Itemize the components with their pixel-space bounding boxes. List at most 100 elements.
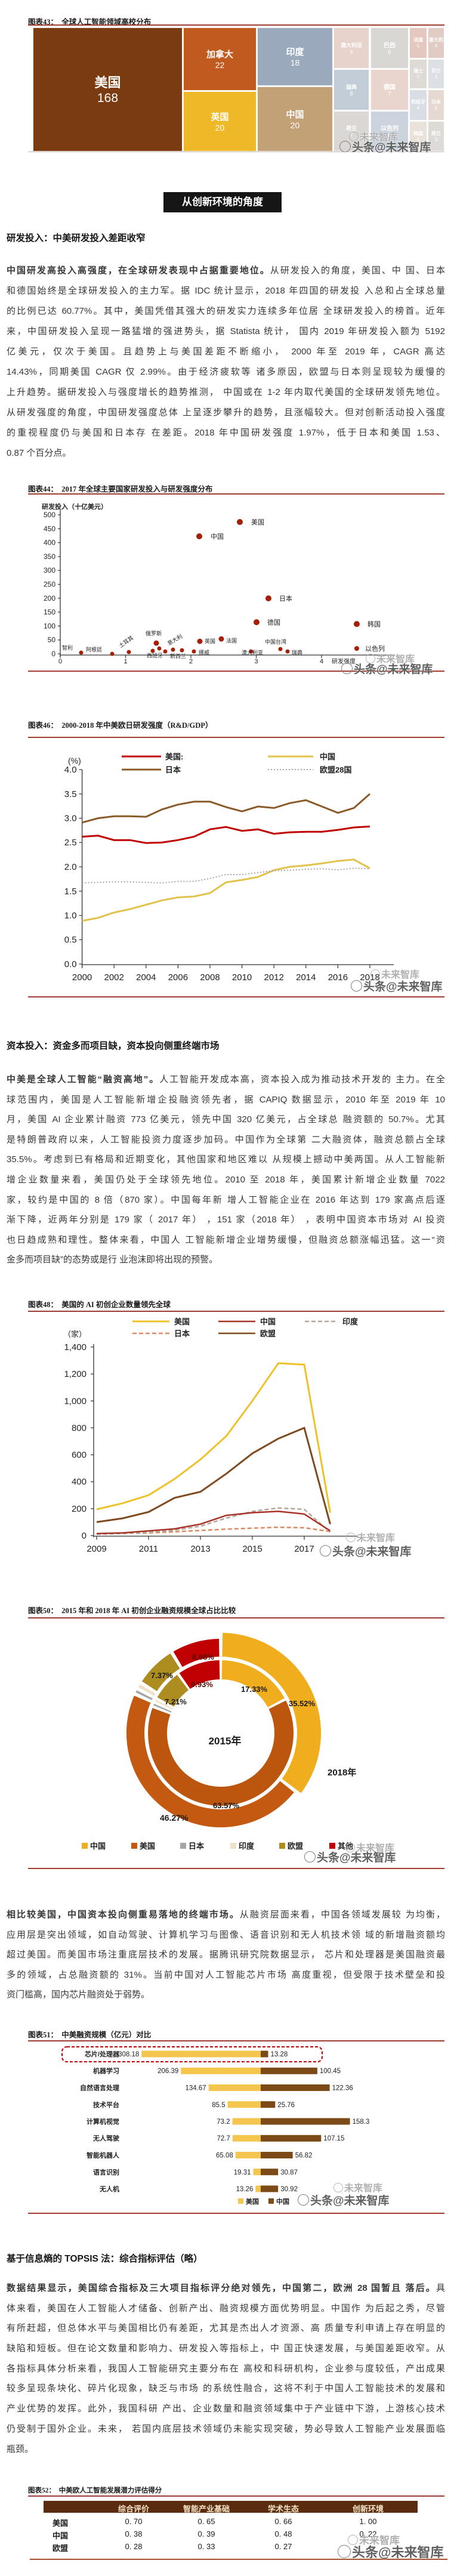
svg-text:法国: 法国 bbox=[226, 637, 237, 644]
svg-text:新西兰: 新西兰 bbox=[170, 653, 186, 659]
svg-text:56.82: 56.82 bbox=[295, 2152, 313, 2160]
svg-text:2017: 2017 bbox=[294, 1544, 314, 1554]
svg-text:1,000: 1,000 bbox=[64, 1396, 87, 1406]
svg-text:13.28: 13.28 bbox=[271, 2051, 288, 2058]
svg-text:中国: 中国 bbox=[260, 1317, 276, 1326]
svg-text:芯片/处理器: 芯片/处理器 bbox=[85, 2050, 120, 2058]
svg-text:技术平台: 技术平台 bbox=[93, 2101, 119, 2109]
svg-text:4: 4 bbox=[320, 658, 323, 665]
svg-text:158.3: 158.3 bbox=[353, 2118, 370, 2126]
svg-text:63.57%: 63.57% bbox=[213, 1801, 240, 1810]
svg-text:250: 250 bbox=[44, 580, 55, 589]
svg-text:智能机器人: 智能机器人 bbox=[87, 2151, 120, 2160]
svg-text:日本: 日本 bbox=[279, 594, 292, 603]
svg-text:50: 50 bbox=[48, 636, 56, 644]
svg-text:400: 400 bbox=[72, 1477, 87, 1487]
svg-text:2016: 2016 bbox=[328, 972, 348, 983]
svg-text:350: 350 bbox=[44, 552, 55, 561]
svg-text:400: 400 bbox=[44, 539, 55, 547]
svg-text:134.67: 134.67 bbox=[186, 2085, 206, 2092]
svg-text:35.52%: 35.52% bbox=[289, 1699, 316, 1708]
svg-text:308.18: 308.18 bbox=[118, 2051, 139, 2058]
svg-text:100.45: 100.45 bbox=[320, 2068, 341, 2075]
svg-text:2006: 2006 bbox=[168, 972, 188, 983]
svg-text:2.0: 2.0 bbox=[64, 862, 77, 872]
svg-text:150: 150 bbox=[44, 608, 55, 616]
svg-text:欧盟28国: 欧盟28国 bbox=[320, 765, 351, 774]
svg-text:65.08: 65.08 bbox=[216, 2152, 233, 2160]
svg-text:(%): (%) bbox=[68, 756, 81, 765]
svg-text:200: 200 bbox=[72, 1504, 87, 1514]
svg-text:100: 100 bbox=[44, 622, 55, 630]
svg-text:智利: 智利 bbox=[62, 644, 73, 651]
svg-text:17.33%: 17.33% bbox=[241, 1685, 268, 1694]
svg-text:2.5: 2.5 bbox=[64, 838, 77, 848]
svg-text:美国: 美国 bbox=[174, 1317, 190, 1326]
svg-text:印度: 印度 bbox=[342, 1317, 359, 1326]
svg-text:19.31: 19.31 bbox=[234, 2169, 251, 2176]
svg-text:206.39: 206.39 bbox=[157, 2068, 178, 2075]
svg-text:中国台湾: 中国台湾 bbox=[265, 638, 286, 645]
svg-text:4.0: 4.0 bbox=[64, 765, 77, 775]
svg-text:2: 2 bbox=[189, 658, 193, 665]
svg-text:英国: 英国 bbox=[205, 638, 215, 644]
svg-text:0.5: 0.5 bbox=[64, 935, 77, 945]
svg-text:1.0: 1.0 bbox=[64, 911, 77, 921]
svg-text:1.5: 1.5 bbox=[64, 887, 77, 897]
svg-text:0: 0 bbox=[82, 1531, 87, 1541]
svg-text:美国:: 美国: bbox=[165, 752, 183, 761]
svg-text:2008: 2008 bbox=[200, 972, 220, 983]
svg-text:土耳其: 土耳其 bbox=[118, 634, 134, 649]
svg-text:瑞典: 瑞典 bbox=[292, 649, 302, 656]
svg-text:2010: 2010 bbox=[232, 972, 252, 983]
svg-text:3: 3 bbox=[254, 658, 258, 665]
svg-text:107.15: 107.15 bbox=[323, 2135, 344, 2142]
svg-text:欧盟: 欧盟 bbox=[260, 1329, 276, 1338]
svg-text:13.26: 13.26 bbox=[236, 2186, 254, 2193]
svg-text:中国: 中国 bbox=[320, 752, 335, 761]
svg-text:122.36: 122.36 bbox=[332, 2085, 353, 2092]
svg-text:印度: 印度 bbox=[239, 1842, 255, 1851]
svg-text:2002: 2002 bbox=[104, 972, 124, 983]
svg-text:3.5: 3.5 bbox=[64, 789, 77, 799]
svg-text:阿根廷: 阿根廷 bbox=[86, 646, 102, 653]
svg-text:以色列: 以色列 bbox=[365, 644, 385, 653]
svg-text:中国: 中国 bbox=[90, 1842, 106, 1851]
svg-text:8.68%: 8.68% bbox=[192, 1653, 214, 1661]
svg-text:30.87: 30.87 bbox=[280, 2169, 298, 2176]
svg-text:30.92: 30.92 bbox=[280, 2186, 298, 2193]
svg-text:美国: 美国 bbox=[140, 1842, 155, 1851]
svg-text:500: 500 bbox=[44, 511, 55, 519]
svg-text:计算机视觉: 计算机视觉 bbox=[87, 2117, 119, 2126]
svg-text:2013: 2013 bbox=[190, 1544, 210, 1554]
svg-text:0: 0 bbox=[58, 658, 62, 665]
svg-text:25.76: 25.76 bbox=[277, 2102, 295, 2109]
svg-text:0.0: 0.0 bbox=[64, 959, 77, 969]
svg-text:85.5: 85.5 bbox=[212, 2102, 225, 2109]
svg-text:意大利: 意大利 bbox=[166, 633, 184, 647]
svg-text:2015: 2015 bbox=[242, 1544, 262, 1554]
svg-text:无人驾驶: 无人驾驶 bbox=[92, 2134, 120, 2142]
svg-text:研发投入（十亿美元）: 研发投入（十亿美元） bbox=[42, 502, 107, 511]
svg-text:300: 300 bbox=[44, 566, 55, 574]
svg-text:美国: 美国 bbox=[251, 518, 264, 526]
svg-text:0: 0 bbox=[51, 650, 55, 658]
svg-text:450: 450 bbox=[44, 524, 55, 533]
svg-text:800: 800 bbox=[72, 1423, 87, 1433]
svg-text:200: 200 bbox=[44, 594, 55, 603]
svg-text:自然语言处理: 自然语言处理 bbox=[80, 2084, 119, 2092]
svg-text:2011: 2011 bbox=[139, 1544, 158, 1554]
svg-text:语言识别: 语言识别 bbox=[93, 2168, 119, 2176]
svg-text:俄罗斯: 俄罗斯 bbox=[146, 630, 162, 637]
svg-text:1: 1 bbox=[123, 658, 127, 665]
svg-text:无人机: 无人机 bbox=[99, 2185, 119, 2193]
svg-text:7.21%: 7.21% bbox=[165, 1697, 187, 1706]
svg-text:2014: 2014 bbox=[296, 972, 316, 983]
svg-text:3.0: 3.0 bbox=[64, 814, 77, 824]
svg-text:1,200: 1,200 bbox=[64, 1369, 87, 1379]
svg-text:挪威: 挪威 bbox=[199, 649, 209, 656]
svg-text:日本: 日本 bbox=[189, 1842, 204, 1851]
svg-text:2012: 2012 bbox=[264, 972, 284, 983]
svg-text:中国: 中国 bbox=[276, 2197, 289, 2206]
svg-text:2015年: 2015年 bbox=[209, 1735, 242, 1747]
